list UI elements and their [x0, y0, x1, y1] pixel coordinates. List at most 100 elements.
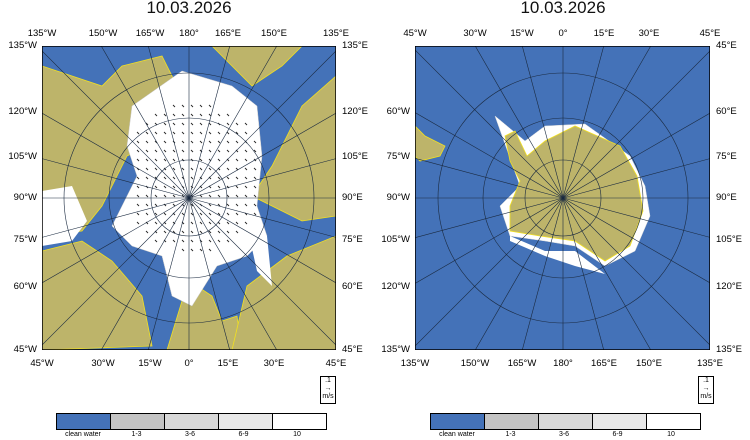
graticule-label: 135°W: [381, 344, 410, 355]
legend-swatch: [485, 414, 539, 429]
graticule-label: 180°: [553, 358, 573, 369]
graticule-label: 15°E: [217, 358, 239, 369]
graticule-label: 150°E: [261, 28, 287, 39]
graticule-label: 45°E: [325, 358, 347, 369]
ice-drift-vector: [154, 140, 158, 144]
graticule-label: 120°W: [381, 281, 410, 292]
ice-drift-vector: [208, 167, 212, 171]
graticule-label: 75°W: [386, 151, 410, 162]
graticule-label: 135°E: [716, 344, 742, 355]
ice-drift-vector: [163, 212, 167, 216]
ice-drift-vector: [172, 230, 176, 234]
ice-drift-vector: [172, 122, 176, 126]
legend-label: 3-6: [558, 431, 570, 438]
ice-drift-vector: [235, 221, 239, 225]
ice-drift-vector: [208, 221, 212, 225]
ice-drift-vector: [235, 203, 239, 207]
meridian-line: [42, 197, 190, 238]
graticule-label: 0°: [558, 28, 568, 39]
ice-drift-vector: [154, 158, 158, 162]
graticule-label: 120°E: [716, 281, 742, 292]
ice-drift-vector: [226, 194, 230, 198]
graticule-label: 90°E: [716, 192, 737, 203]
ice-drift-vector: [208, 248, 212, 252]
graticule-label: 90°W: [386, 192, 410, 203]
ice-drift-vector: [172, 194, 176, 198]
graticule-label: 45°E: [342, 344, 363, 355]
vector-key-value: .1: [703, 377, 709, 384]
ice-drift-vector: [136, 158, 140, 162]
ice-drift-vector: [172, 113, 176, 117]
graticule-label: 30°W: [91, 358, 115, 369]
meridian-line: [415, 197, 564, 347]
meridian-line: [415, 49, 564, 199]
ice-drift-vector: [181, 230, 185, 234]
meridian-line: [415, 197, 564, 238]
ice-drift-vector: [226, 239, 230, 243]
graticule-label: 105°W: [381, 234, 410, 245]
parallel-circle: [524, 159, 602, 237]
ice-drift-vector: [208, 104, 212, 108]
ice-drift-vector: [136, 185, 140, 189]
vector-key-unit: m/s: [322, 393, 334, 400]
graticule-label: 75°E: [342, 234, 363, 245]
ice-drift-vector: [226, 167, 230, 171]
graticule-label: 60°W: [13, 281, 37, 292]
ice-drift-vector: [190, 113, 194, 117]
graticule-label: 15°W: [510, 28, 534, 39]
ice-drift-vector: [136, 149, 140, 153]
ice-drift-vector: [253, 149, 257, 153]
ice-drift-vector: [235, 212, 239, 216]
ice-drift-vector: [235, 185, 239, 189]
ice-drift-vector: [172, 176, 176, 180]
ice-drift-vector: [226, 149, 230, 153]
vector-key-unit: m/s: [700, 393, 712, 400]
legend-swatch: [647, 414, 700, 429]
ice-drift-vector: [190, 230, 194, 234]
meridian-line: [521, 46, 564, 199]
ice-drift-vector: [181, 167, 185, 171]
graticule-label: 105°E: [716, 234, 742, 245]
ice-drift-vector: [217, 113, 221, 117]
ice-drift-vector: [199, 113, 203, 117]
ice-drift-vector: [181, 131, 185, 135]
graticule-label: 135°E: [342, 40, 368, 51]
legend-swatch: [165, 414, 219, 429]
meridian-line: [188, 197, 336, 346]
ice-drift-vector: [181, 104, 185, 108]
legend-swatch: [431, 414, 485, 429]
ice-drift-vector: [217, 194, 221, 198]
meridian-line: [188, 46, 231, 199]
sea-ice: [42, 186, 87, 246]
ice-drift-vector: [181, 149, 185, 153]
ice-drift-vector: [226, 131, 230, 135]
ice-drift-vector: [217, 176, 221, 180]
ice-drift-vector: [172, 203, 176, 207]
ice-drift-vector: [172, 104, 176, 108]
ice-drift-vector: [199, 158, 203, 162]
meridian-line: [415, 197, 564, 284]
ice-drift-vector: [154, 194, 158, 198]
ice-drift-vector: [226, 122, 230, 126]
ice-drift-vector: [181, 113, 185, 117]
meridian-line: [188, 197, 336, 238]
ice-drift-vector: [208, 113, 212, 117]
graticule-label: 135°W: [27, 28, 57, 39]
meridian-line: [562, 197, 605, 350]
ice-drift-vector: [145, 140, 149, 144]
ice-drift-vector: [172, 131, 176, 135]
legend-south: [430, 413, 701, 430]
ice-drift-vector: [244, 221, 248, 225]
ice-drift-vector: [163, 158, 167, 162]
graticule-label: 120°W: [8, 106, 37, 117]
ice-drift-vector: [199, 167, 203, 171]
ice-drift-vector: [235, 131, 239, 135]
ice-drift-vector: [235, 176, 239, 180]
graticule-label: 105°E: [342, 151, 368, 162]
ice-drift-vector: [199, 230, 203, 234]
ice-drift-vector: [253, 140, 257, 144]
ice-drift-vector: [145, 176, 149, 180]
ice-drift-vector: [154, 212, 158, 216]
ice-drift-vector: [190, 248, 194, 252]
meridian-line: [562, 50, 710, 199]
